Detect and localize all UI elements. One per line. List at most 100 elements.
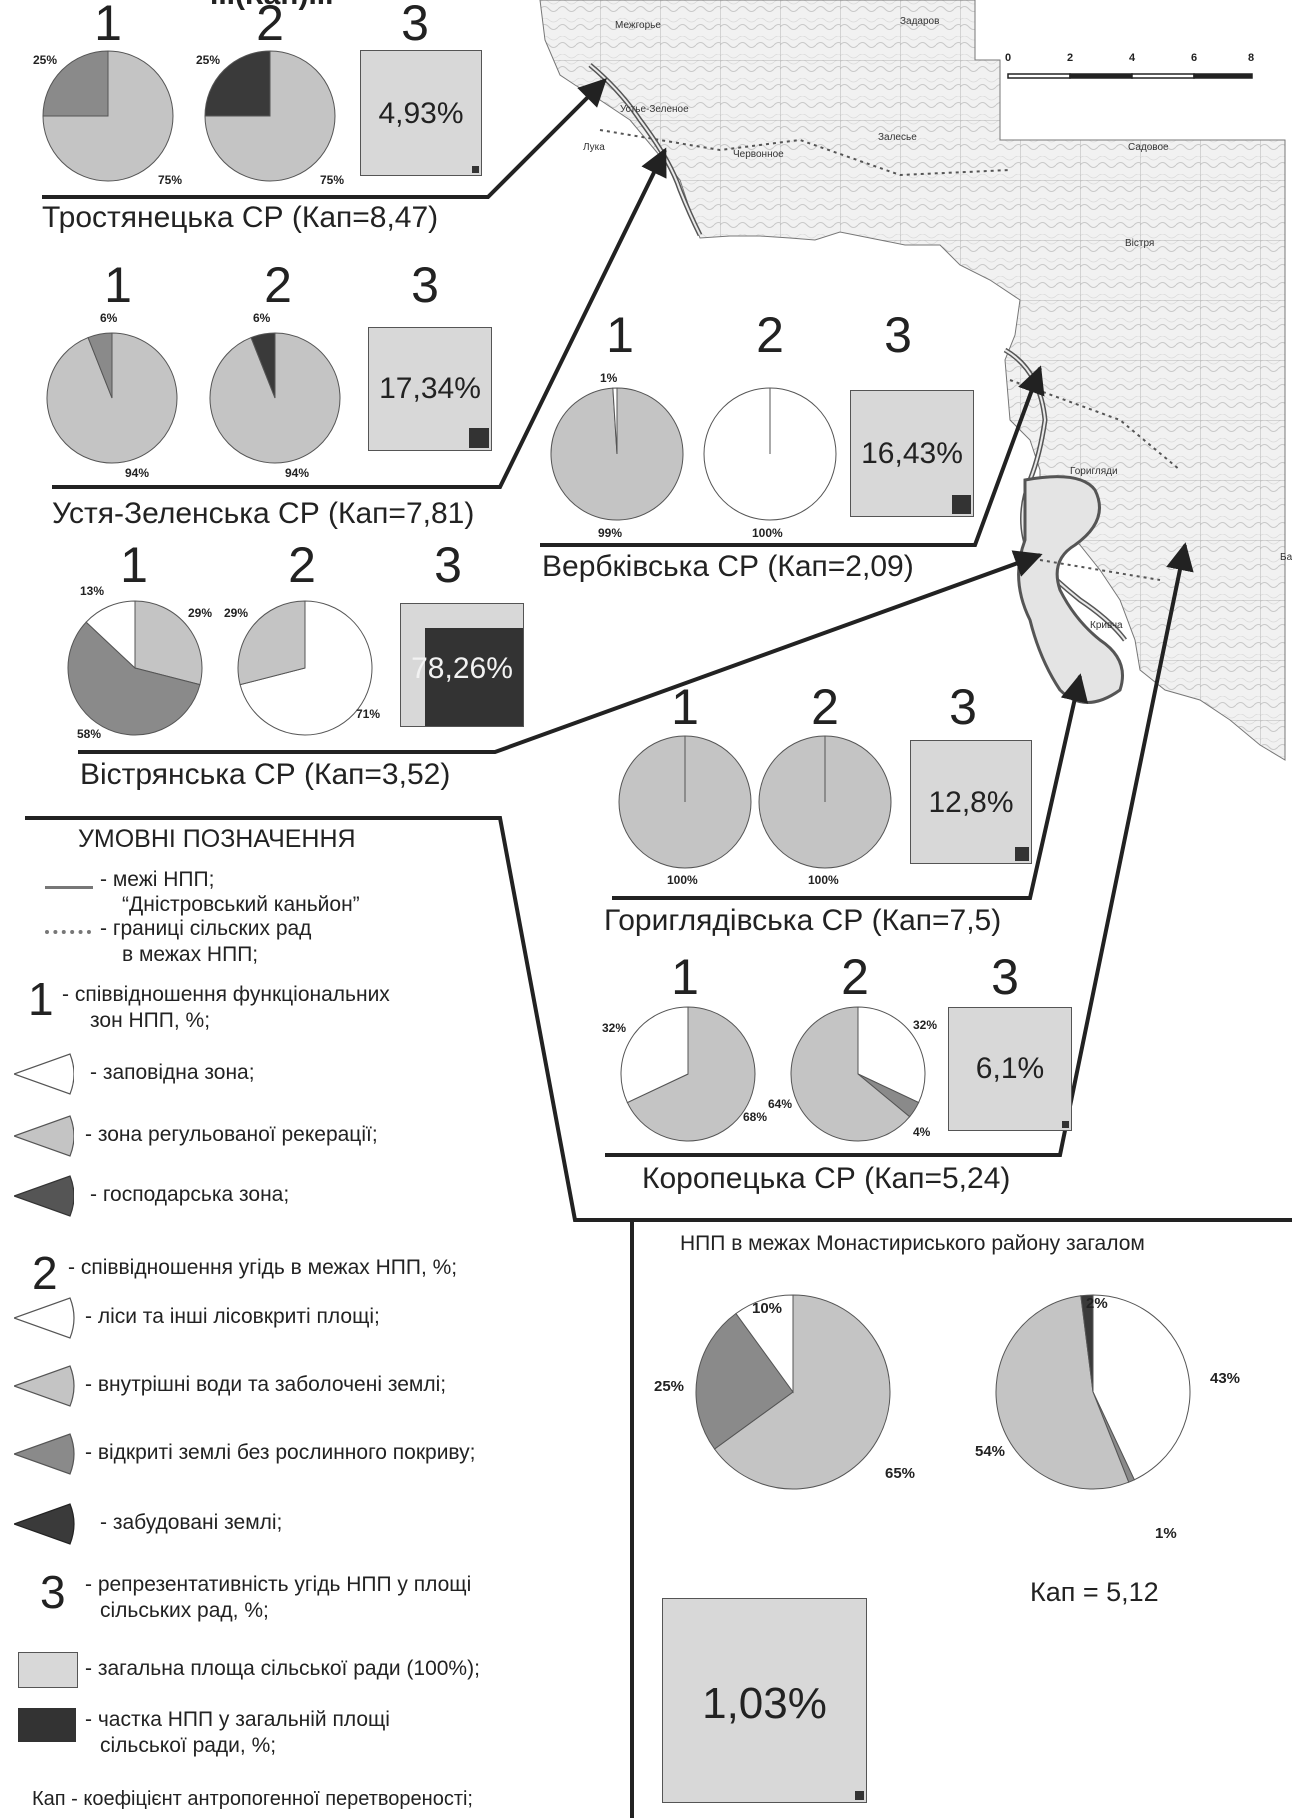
pie-label: 29%	[188, 606, 213, 620]
legend-npp-share: - частка НПП у загальній площі	[85, 1708, 390, 1731]
scale-tick: 4	[1129, 52, 1136, 64]
pie-label: 25%	[33, 53, 58, 67]
meander	[1017, 475, 1124, 704]
wedge-recreation-icon	[14, 1115, 74, 1157]
council-boundary-symbol	[45, 930, 91, 934]
legend-npp-boundary: - межі НПП;	[100, 868, 215, 891]
arrow-ustya	[52, 147, 667, 489]
legend-n3-text-2: сільських рад, %;	[100, 1599, 269, 1622]
map-labels: Межгорье Устье-Зеленое Лука Червонное Залесь…	[583, 16, 1292, 631]
legend-council-boundary-2: в межах НПП;	[122, 943, 259, 966]
legend-land-water: - внутрішні води та заболочені землі;	[85, 1373, 447, 1396]
legend-zone-recreation: - зона регульованої рекерації;	[85, 1123, 378, 1146]
legend-number-2: 2	[32, 1247, 58, 1299]
legend-npp-boundary-name: “Дністровський каньйон”	[122, 893, 360, 916]
page-title-fragment: ...(Кап)...	[210, 0, 333, 12]
scale-bar: 0 2 4 6 8	[1005, 52, 1255, 92]
arrow-trostyanets	[42, 78, 607, 199]
map-area	[539, 0, 1286, 761]
trostyanets-lands-pie-slice-0	[204, 50, 336, 182]
summary-lands-pie-slice-0	[1092, 1294, 1191, 1481]
chart-number-3: 3	[401, 0, 429, 51]
legend-number-3: 3	[40, 1566, 66, 1618]
pie-label: 100%	[667, 873, 698, 887]
chart-number-1: 1	[104, 257, 132, 313]
representativeness-box: 4,93%	[360, 50, 482, 176]
pie-label: 32%	[602, 1021, 627, 1035]
legend-border	[25, 816, 1292, 1222]
legend-n3-text: - репрезентативність угідь НПП у площі	[85, 1573, 472, 1596]
council-title: Вербківська СР (Кап=2,09)	[542, 550, 914, 583]
representativeness-box: 16,43%	[850, 390, 974, 517]
representativeness-value: 78,26%	[411, 652, 513, 685]
chart-number-2: 2	[256, 0, 284, 51]
summary-lands-pie-slice-2	[995, 1295, 1130, 1490]
representativeness-box: 6,1%	[948, 1007, 1072, 1131]
summary-kap: Кап = 5,12	[1030, 1577, 1159, 1607]
pie-label: 6%	[100, 311, 118, 325]
legend-total-area: - загальна площа сільської ради (100%);	[85, 1657, 480, 1680]
legend-council-boundary: - границі сільских рад	[100, 917, 312, 940]
npp-share-square	[952, 495, 971, 514]
horyhlyady-zones-pie	[618, 735, 752, 869]
representativeness-box: 17,34%	[368, 327, 492, 451]
council-title: Коропецька СР (Кап=5,24)	[642, 1162, 1011, 1195]
pie-label: 94%	[125, 466, 150, 480]
chart-number-3: 3	[884, 307, 912, 363]
vistrya-zones-pie-slice-2	[85, 600, 136, 670]
scale-tick: 8	[1248, 52, 1255, 64]
legend-zone-economic: - господарська зона;	[90, 1183, 290, 1206]
pie-label: 25%	[196, 53, 221, 67]
summary-zones-pie	[695, 1294, 891, 1490]
pie-label: 25%	[654, 1378, 685, 1395]
arrow-koropets	[605, 542, 1194, 1157]
wedge-economic-icon	[14, 1175, 74, 1217]
legend-npp-share-2: сільської ради, %;	[100, 1734, 277, 1757]
pie-label: 32%	[913, 1018, 938, 1032]
scale-tick: 0	[1005, 52, 1012, 64]
koropets-zones-pie-slice-0	[626, 1006, 756, 1142]
arrow-verbkiv	[540, 365, 1045, 547]
summary-title: НПП в межах Монастириського району загал…	[680, 1232, 1145, 1255]
scale-tick: 2	[1067, 52, 1074, 64]
pie-label: 2%	[1086, 1295, 1108, 1312]
ustya-lands-pie	[209, 332, 341, 464]
chart-number-1: 1	[671, 949, 699, 1005]
map-place-label: Червонное	[733, 149, 784, 160]
pie-label: 68%	[743, 1110, 768, 1124]
pie-label: 75%	[158, 173, 183, 187]
ustya-zones-pie	[46, 332, 178, 464]
map-place-label: Горигляди	[1070, 466, 1118, 477]
koropets-lands-pie-slice-0	[857, 1006, 926, 1104]
npp-share-square	[1062, 1121, 1069, 1128]
npp-share-swatch	[18, 1708, 76, 1742]
representativeness-value: 12,8%	[928, 786, 1014, 819]
pie-label: 65%	[885, 1465, 916, 1482]
chart-number-3: 3	[434, 537, 462, 593]
legend-land-forest: - ліси та інші лісовкриті площі;	[85, 1305, 380, 1328]
vistrya-lands-pie-slice-0	[239, 600, 373, 736]
trostyanets-lands-pie	[204, 50, 336, 182]
legend-title: УМОВНІ ПОЗНАЧЕННЯ	[78, 825, 356, 853]
chart-number-2: 2	[288, 537, 316, 593]
npp-share-square	[472, 166, 479, 173]
map-place-label: Садовое	[1128, 142, 1169, 153]
summary-lands-pie	[995, 1294, 1191, 1490]
verbkiv-zones-pie	[550, 387, 684, 521]
map-place-label: Бардовка	[1280, 552, 1292, 563]
chart-number-2: 2	[756, 307, 784, 363]
chart-number-2: 2	[841, 949, 869, 1005]
vistrya-zones-pie	[67, 600, 203, 736]
trostyanets-lands-pie-slice-1	[204, 50, 271, 117]
koropets-zones-pie-slice-1	[620, 1006, 689, 1104]
map-place-label: Вістря	[1125, 238, 1154, 249]
pie-label: 100%	[752, 526, 783, 540]
council-title: Тростянецька СР (Кап=8,47)	[42, 201, 439, 234]
representativeness-value: 4,93%	[378, 97, 464, 130]
ustya-lands-pie-slice-1	[250, 332, 276, 399]
summary-lands-pie-slice-3	[1080, 1294, 1094, 1393]
legend-n1-text-2: зон НПП, %;	[90, 1009, 211, 1032]
pie-label: 100%	[808, 873, 839, 887]
